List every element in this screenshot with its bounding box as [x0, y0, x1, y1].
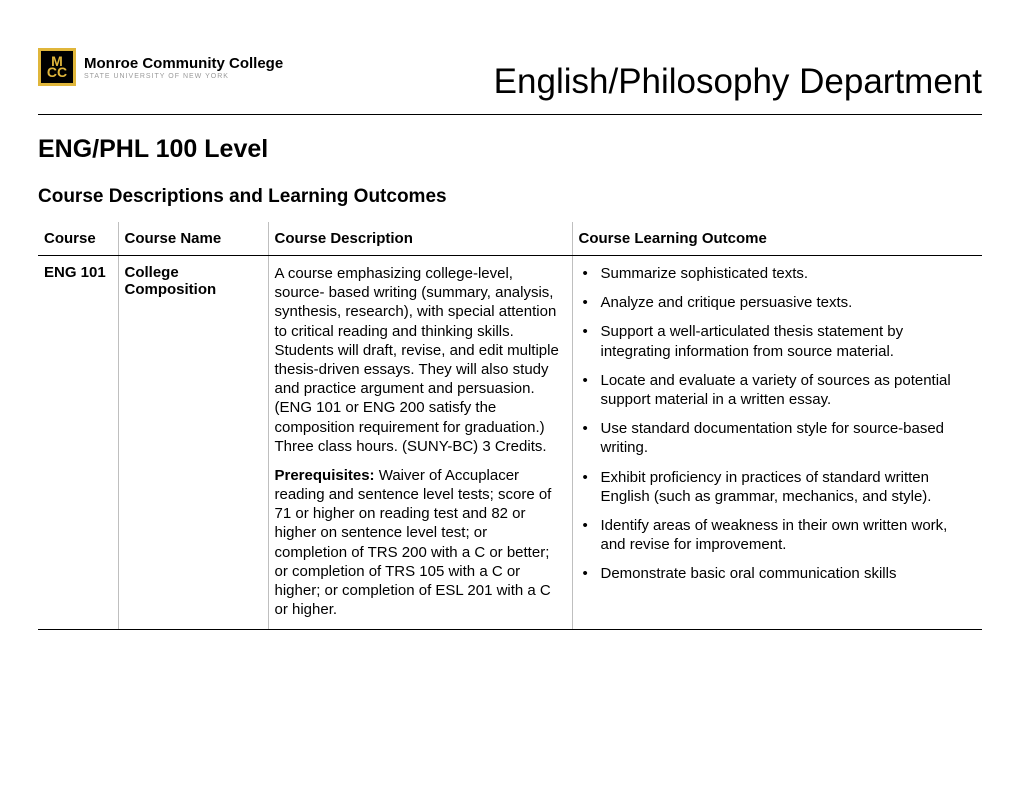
outcome-item: Exhibit proficiency in practices of stan… [579, 468, 973, 506]
outcome-item: Summarize sophisticated texts. [579, 264, 973, 283]
prereq-text: Waiver of Accuplacer reading and sentenc… [275, 467, 552, 618]
table-row: ENG 101 College Composition A course emp… [38, 256, 982, 630]
logo-abbrev-bottom: CC [47, 64, 67, 80]
outcome-item: Use standard documentation style for sou… [579, 419, 973, 457]
department-title: English/Philosophy Department [494, 48, 982, 102]
course-table: Course Course Name Course Description Co… [38, 222, 982, 630]
th-course-description: Course Description [268, 222, 572, 256]
th-course-name: Course Name [118, 222, 268, 256]
course-code: ENG 101 [38, 256, 118, 630]
level-heading: ENG/PHL 100 Level [38, 135, 982, 164]
college-subtitle: STATE UNIVERSITY OF NEW YORK [84, 73, 283, 80]
page-header: MCC Monroe Community College STATE UNIVE… [38, 48, 982, 115]
table-header-row: Course Course Name Course Description Co… [38, 222, 982, 256]
college-logo: MCC Monroe Community College STATE UNIVE… [38, 48, 283, 86]
course-description-main: A course emphasizing college-level, sour… [275, 264, 562, 456]
outcome-item: Identify areas of weakness in their own … [579, 516, 973, 554]
outcomes-list: Summarize sophisticated texts. Analyze a… [579, 264, 973, 583]
logo-mark-icon: MCC [38, 48, 76, 86]
course-outcomes-cell: Summarize sophisticated texts. Analyze a… [572, 256, 982, 630]
sub-heading: Course Descriptions and Learning Outcome… [38, 186, 982, 208]
course-description-cell: A course emphasizing college-level, sour… [268, 256, 572, 630]
logo-text-block: Monroe Community College STATE UNIVERSIT… [84, 55, 283, 80]
outcome-item: Locate and evaluate a variety of sources… [579, 371, 973, 409]
outcome-item: Support a well-articulated thesis statem… [579, 322, 973, 360]
th-course-outcome: Course Learning Outcome [572, 222, 982, 256]
outcome-item: Demonstrate basic oral communication ski… [579, 564, 973, 583]
course-prerequisites: Prerequisites: Waiver of Accuplacer read… [275, 466, 562, 620]
prereq-label: Prerequisites: [275, 467, 375, 484]
th-course: Course [38, 222, 118, 256]
college-name: Monroe Community College [84, 55, 283, 72]
outcome-item: Analyze and critique persuasive texts. [579, 293, 973, 312]
course-name: College Composition [118, 256, 268, 630]
